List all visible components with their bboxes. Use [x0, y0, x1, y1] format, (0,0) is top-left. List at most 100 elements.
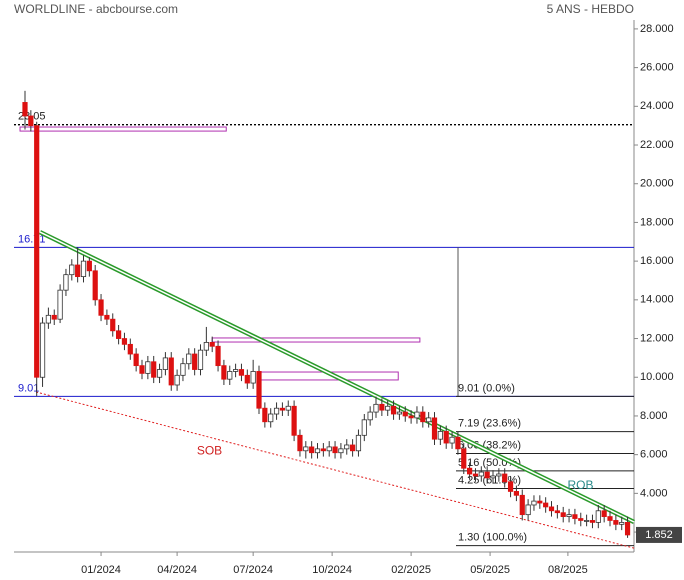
y-tick-label: 4.000 [640, 487, 668, 499]
candle-body [168, 357, 174, 386]
candle-body [390, 405, 397, 415]
candle-body [589, 520, 596, 523]
candle-body [215, 345, 221, 367]
candle-body [162, 357, 169, 370]
x-tick-label: 10/2024 [312, 564, 352, 576]
chart-subtitle: 5 ANS - HEBDO [547, 2, 634, 16]
candle-body [209, 342, 215, 347]
fib-label: 9.01 (0.0%) [458, 382, 515, 394]
x-tick-label: 02/2025 [391, 564, 431, 576]
x-tick-label: 07/2024 [233, 564, 273, 576]
candle-body [426, 417, 432, 423]
candle-body [174, 374, 180, 386]
candle-body [273, 407, 280, 415]
candle-body [279, 407, 286, 411]
candle-body [233, 369, 239, 372]
candle-body [408, 415, 414, 419]
candle-body [244, 374, 250, 384]
candle-body [484, 471, 490, 479]
candle-body [437, 431, 443, 440]
fib-label: 7.19 (23.6%) [458, 418, 521, 430]
candle-body [461, 448, 467, 469]
candle-body [507, 481, 514, 492]
candle-body [367, 411, 373, 421]
candle-body [554, 510, 560, 514]
y-tick-label: 6.000 [640, 449, 668, 461]
candle-body [69, 264, 75, 276]
zone [211, 337, 421, 343]
candle-body [584, 520, 590, 522]
y-tick-label: 10.000 [640, 371, 674, 383]
candle-body [45, 314, 51, 324]
x-tick-label: 08/2025 [548, 564, 588, 576]
candle-body [519, 494, 525, 516]
candle-body [548, 506, 555, 512]
x-tick-label: 05/2025 [470, 564, 510, 576]
candle-body [472, 473, 479, 477]
candle-body [572, 514, 578, 519]
x-tick-label: 01/2024 [81, 564, 121, 576]
candle-body [531, 500, 537, 506]
last-price-box [636, 526, 682, 543]
candle-body [373, 403, 379, 413]
chart-title: WORLDLINE - abcbourse.com [14, 2, 178, 16]
candle-body [309, 446, 315, 454]
candle-body [203, 342, 209, 351]
candle-body [297, 434, 303, 452]
last-price: 1.852 [645, 529, 673, 541]
candle-body [320, 448, 326, 452]
candle-body [402, 411, 408, 417]
candle-body [578, 518, 584, 521]
candle-body [238, 369, 245, 376]
candle-body [80, 260, 87, 278]
candle-body [449, 436, 455, 444]
candle-body [490, 475, 496, 479]
candle-body [262, 407, 268, 423]
fib-label: 1.30 (100.0%) [458, 532, 527, 544]
candle-body [86, 260, 92, 272]
candle-body [104, 314, 110, 320]
candle-body [285, 405, 291, 411]
y-tick-label: 8.000 [640, 410, 668, 422]
candle-body [268, 413, 274, 423]
candle-body [51, 314, 57, 320]
candle-body [355, 434, 362, 452]
candle-body [467, 467, 473, 475]
trendline [35, 391, 635, 549]
candle-body [420, 411, 426, 423]
candle-body [116, 330, 122, 339]
candle-body [414, 411, 420, 419]
candle-body [619, 521, 625, 525]
candle-body [98, 299, 104, 316]
candle-body [455, 436, 461, 450]
zone [19, 126, 227, 132]
candle-body [221, 365, 227, 380]
candle-body [385, 405, 391, 411]
candle-body [256, 371, 262, 409]
candle-body [22, 102, 28, 117]
y-tick-label: 24.000 [640, 100, 674, 112]
candle-body [361, 419, 367, 436]
candle-body [75, 264, 81, 278]
candle-body [151, 361, 157, 378]
candle-body [121, 338, 128, 345]
trendline-label: ROB [568, 478, 594, 492]
candle-body [537, 500, 543, 504]
candle-body [250, 371, 256, 384]
candle-body [543, 502, 549, 508]
trendline-inner [39, 231, 635, 523]
candle-body [607, 516, 613, 521]
candle-body [332, 446, 338, 454]
y-tick-label: 20.000 [640, 178, 674, 190]
candle-body [127, 343, 133, 355]
candle-body [291, 405, 297, 436]
y-tick-label: 16.000 [640, 255, 674, 267]
candle-body [227, 371, 233, 380]
candle-body [566, 514, 572, 517]
candle-body [192, 353, 198, 370]
y-tick-label: 12.000 [640, 332, 674, 344]
candle-body [186, 353, 192, 365]
candle-body [303, 446, 309, 452]
x-tick-label: 04/2024 [157, 564, 197, 576]
